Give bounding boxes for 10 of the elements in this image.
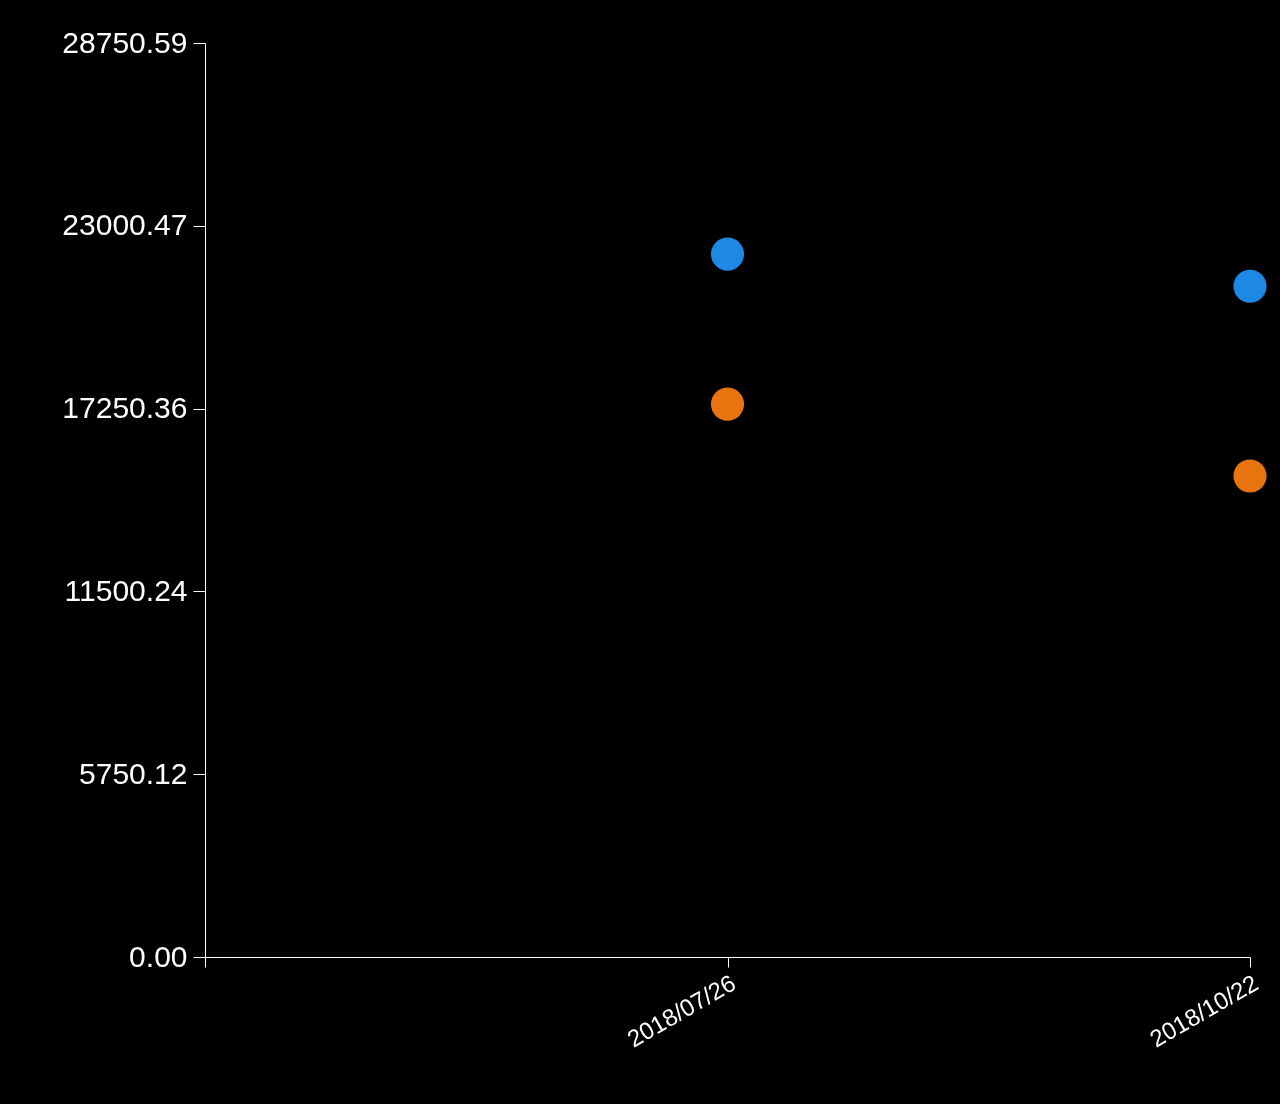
point — [710, 237, 745, 271]
point — [1233, 269, 1267, 303]
y-tick-label: 23000.47 — [62, 208, 188, 242]
point — [1233, 459, 1267, 493]
y-tick-label: 28750.59 — [62, 25, 188, 59]
y-tick-label: 17250.36 — [62, 391, 188, 425]
y-tick-label: 5750.12 — [79, 756, 188, 790]
point — [710, 387, 745, 421]
y-tick-label: 0.00 — [129, 939, 188, 973]
y-tick-label: 11500.24 — [64, 573, 188, 607]
